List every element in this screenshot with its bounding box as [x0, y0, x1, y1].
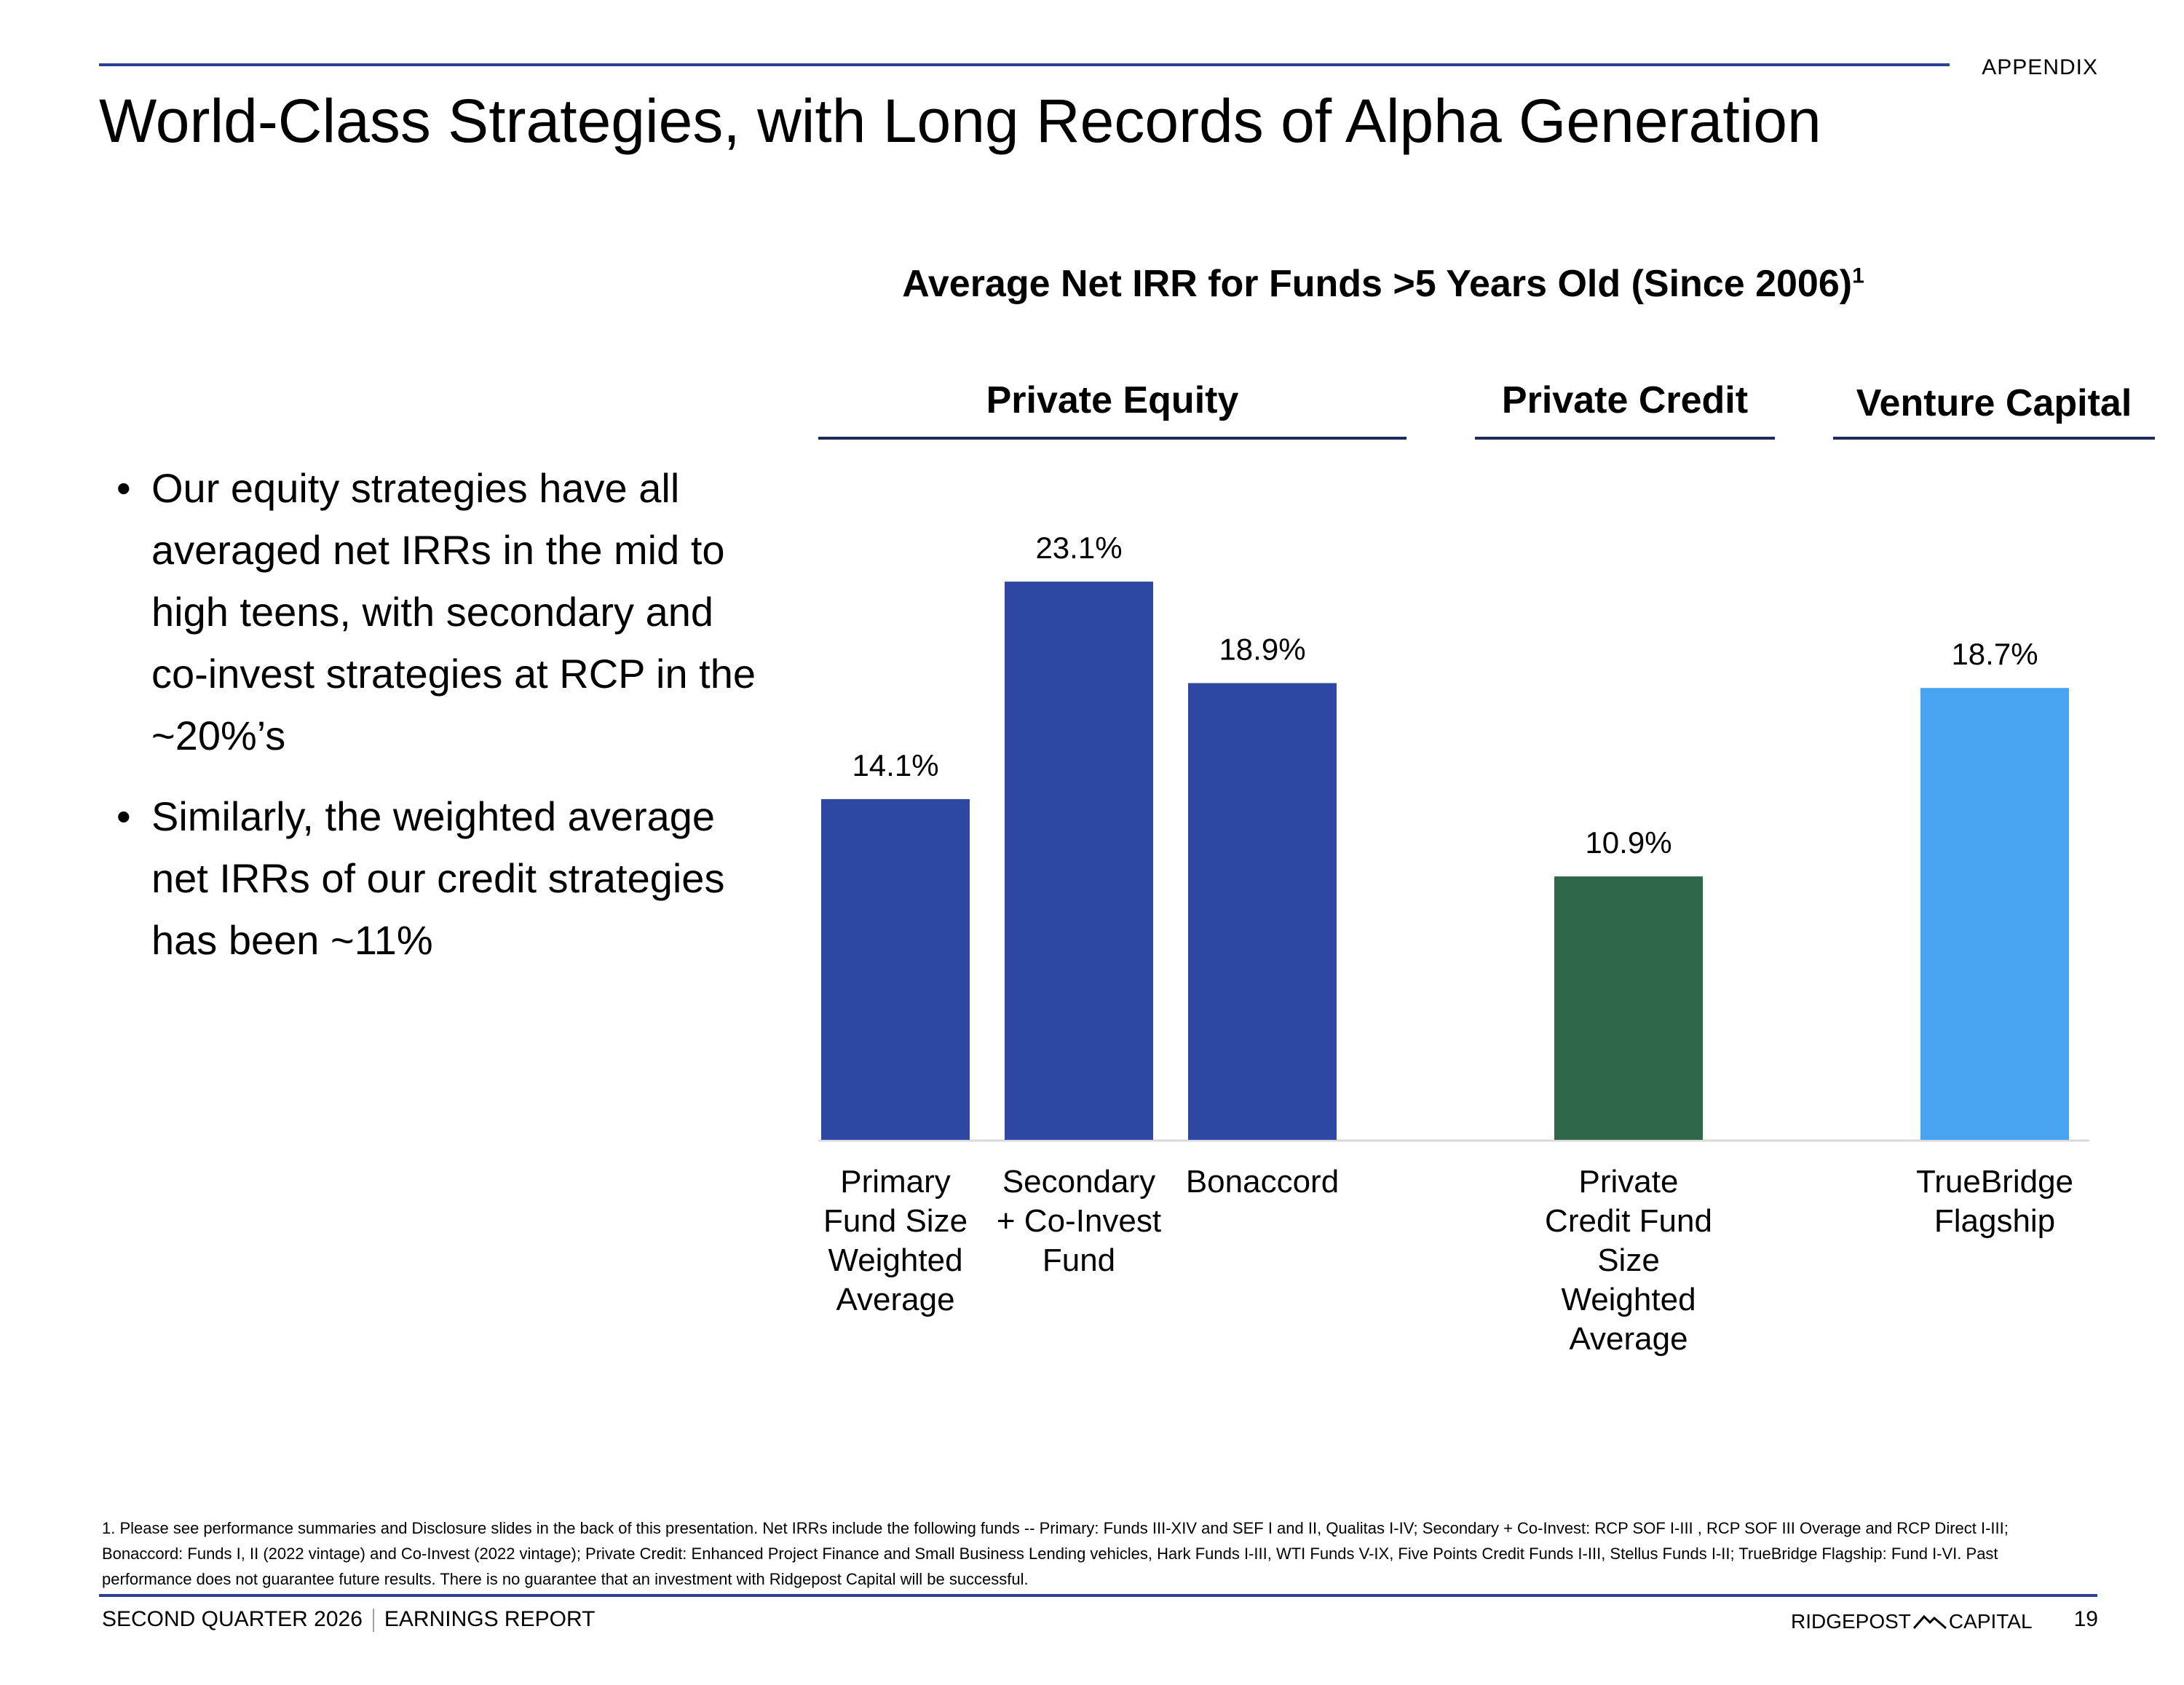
bullet-item: • Similarly, the weighted average net IRR…	[116, 785, 772, 971]
bullet-dot-icon: •	[116, 793, 131, 839]
group-label-venture-capital: Venture Capital	[1856, 382, 2132, 424]
bottom-rule	[99, 1594, 2097, 1597]
category-label: Credit Fund	[1545, 1203, 1712, 1239]
category-label: Primary	[840, 1164, 951, 1200]
bar	[1188, 683, 1337, 1140]
group-rule-private-equity	[818, 437, 1406, 440]
data-label: 14.1%	[852, 748, 938, 782]
brand-right: CAPITAL	[1948, 1610, 2033, 1633]
category-label: Fund Size	[823, 1203, 968, 1239]
top-rule	[99, 63, 1950, 66]
category-label: Fund	[1042, 1242, 1115, 1278]
category-label: TrueBridge	[1916, 1164, 2073, 1200]
category-label: Weighted	[828, 1242, 962, 1278]
bullet-dot-icon: •	[116, 465, 131, 511]
category-label: Private	[1579, 1164, 1679, 1200]
bullet-list: • Our equity strategies have all averaged…	[116, 457, 772, 990]
group-rule-private-credit	[1475, 437, 1775, 440]
footer-report: EARNINGS REPORT	[384, 1607, 596, 1631]
bar	[1920, 688, 2069, 1140]
bullet-text: Similarly, the weighted average net IRRs…	[151, 793, 725, 963]
footnote: 1. Please see performance summaries and …	[102, 1519, 2009, 1588]
section-tag: APPENDIX	[1982, 55, 2098, 79]
category-label: Secondary	[1002, 1164, 1155, 1200]
bar	[1554, 876, 1703, 1140]
category-label: + Co-Invest	[997, 1203, 1161, 1239]
group-rule-venture-capital	[1833, 437, 2155, 440]
group-label-private-credit: Private Credit	[1501, 379, 1749, 421]
footer-period: SECOND QUARTER 2026	[102, 1607, 363, 1631]
category-label: Flagship	[1934, 1203, 2055, 1239]
bullet-text: Our equity strategies have all averaged …	[151, 465, 756, 758]
category-label: Average	[1569, 1321, 1688, 1357]
chart-title-text: Average Net IRR for Funds >5 Years Old (…	[902, 263, 1853, 305]
chart-title: Average Net IRR for Funds >5 Years Old (…	[837, 262, 1929, 306]
chart-title-footnote-ref: 1	[1852, 263, 1864, 288]
bar	[821, 798, 970, 1140]
footer-separator	[372, 1609, 374, 1633]
category-label: Weighted	[1561, 1282, 1696, 1317]
mountain-logo-icon	[1912, 1614, 1947, 1630]
data-label: 23.1%	[1035, 531, 1122, 565]
data-label: 10.9%	[1585, 825, 1671, 860]
page-title: World-Class Strategies, with Long Record…	[99, 87, 1821, 155]
bar	[1005, 582, 1153, 1140]
brand-logo: RIDGEPOST CAPITAL	[1791, 1610, 2033, 1633]
page-number: 19	[2073, 1607, 2098, 1631]
category-label: Average	[836, 1282, 954, 1317]
footer-left: SECOND QUARTER 2026 EARNINGS REPORT	[102, 1607, 596, 1633]
data-label: 18.7%	[1951, 637, 2038, 671]
brand-left: RIDGEPOST	[1791, 1610, 1911, 1633]
category-label: Size	[1597, 1242, 1660, 1278]
group-label-private-equity: Private Equity	[986, 379, 1239, 421]
category-label: Bonaccord	[1186, 1164, 1339, 1200]
bullet-item: • Our equity strategies have all averaged…	[116, 457, 772, 766]
data-label: 18.9%	[1219, 633, 1305, 667]
